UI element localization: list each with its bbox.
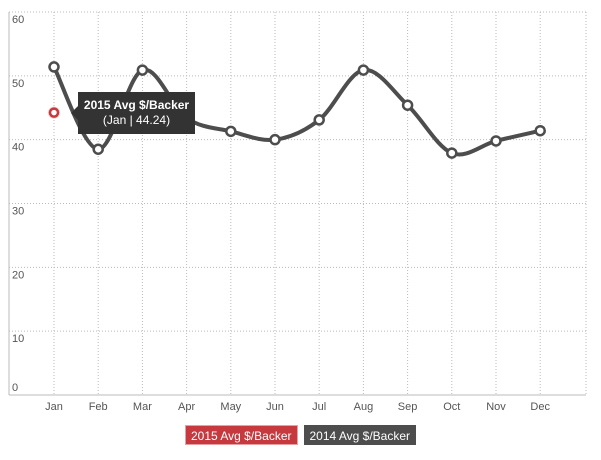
point-2014-mar (136, 64, 149, 76)
grid (8, 11, 587, 396)
point-2014-jul (313, 114, 325, 126)
x-tick-label: Sep (398, 401, 418, 413)
x-tick-label: Oct (443, 401, 460, 413)
y-tick-label: 10 (12, 333, 24, 345)
x-tick-label: Jun (266, 401, 284, 413)
x-axis-labels: Jan Feb Mar Apr May Jun Jul Aug Sep Oct Nov Dec (45, 401, 550, 413)
y-tick-label: 20 (12, 269, 24, 281)
x-tick-label: Jul (312, 401, 326, 413)
x-tick-label: Apr (178, 401, 195, 413)
tooltip-title: 2015 Avg $/Backer (83, 98, 190, 112)
x-tick-label: May (220, 401, 241, 413)
x-tick-label: Feb (89, 401, 108, 413)
legend-item-2014[interactable]: 2014 Avg $/Backer (303, 425, 417, 445)
tooltip-detail: (Jan | 44.24) (102, 113, 171, 127)
y-tick-label: 40 (12, 142, 24, 154)
y-axis-labels: 0 10 20 30 40 50 60 (12, 14, 24, 394)
series-points (48, 61, 546, 159)
x-tick-label: Jan (45, 401, 63, 413)
tooltip-arrow (71, 106, 78, 120)
point-2014-oct (446, 147, 458, 159)
point-2014-jun (269, 133, 281, 146)
point-2014-jan (48, 61, 60, 73)
y-tick-label: 60 (12, 14, 24, 26)
chart-legend: 2015 Avg $/Backer 2014 Avg $/Backer (0, 425, 601, 445)
y-tick-label: 50 (12, 78, 24, 90)
point-2014-nov (490, 135, 502, 147)
point-2014-may (225, 125, 237, 138)
point-2014-sep (401, 99, 414, 111)
point-2014-feb (92, 143, 104, 155)
point-2015-jan (48, 107, 60, 118)
point-2014-dec (534, 124, 546, 137)
x-tick-label: Dec (530, 401, 550, 413)
x-tick-label: Mar (133, 401, 152, 413)
y-tick-label: 30 (12, 206, 24, 218)
x-tick-label: Nov (486, 401, 506, 413)
data-tooltip: 2015 Avg $/Backer (Jan | 44.24) (71, 92, 195, 134)
point-2014-aug (357, 64, 370, 76)
y-tick-label: 0 (12, 382, 18, 394)
x-tick-label: Aug (354, 401, 374, 413)
legend-item-2015[interactable]: 2015 Avg $/Backer (184, 425, 298, 445)
